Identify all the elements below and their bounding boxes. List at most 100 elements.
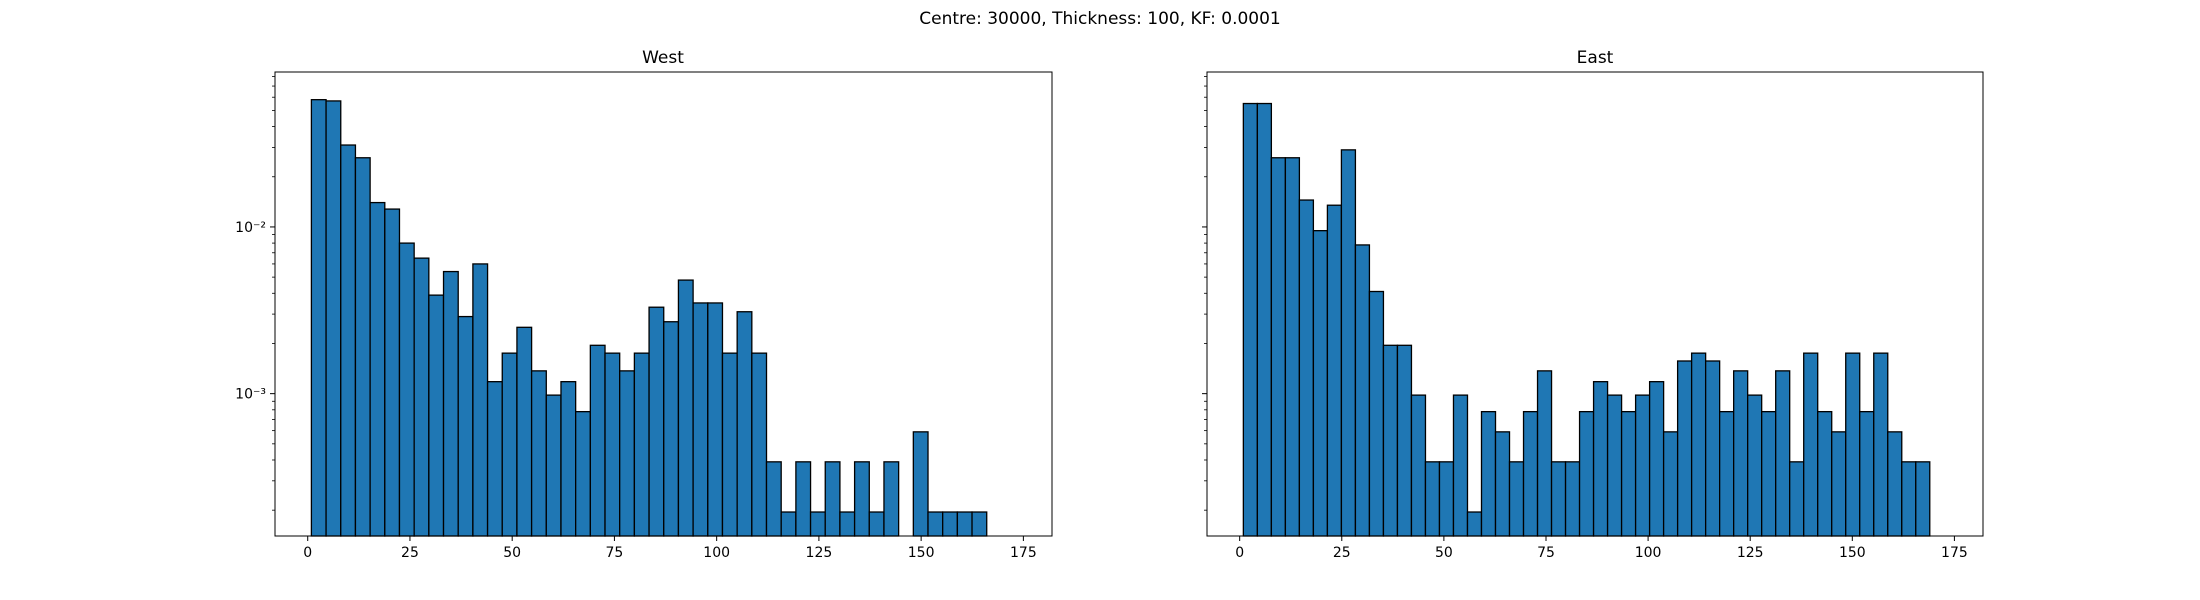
east-bar (1522, 410, 1539, 537)
west-bar (780, 511, 797, 537)
west-bars-group (310, 99, 988, 537)
west-bar (369, 201, 386, 537)
east-bar (1438, 461, 1455, 537)
west-bar (472, 263, 489, 537)
west-bar (604, 352, 621, 537)
west-x-tick-label: 150 (908, 545, 935, 561)
east-panel-title: East (1577, 48, 1614, 68)
east-bar (1242, 102, 1259, 537)
west-y-tick-label: 10⁻² (235, 220, 266, 236)
west-bar (442, 270, 459, 537)
west-bar (824, 461, 841, 537)
west-x-tick-label: 100 (703, 545, 730, 561)
west-y-tick-label: 10⁻³ (235, 387, 266, 403)
west-bar (853, 461, 870, 537)
west-bar (721, 352, 738, 537)
east-bar (1326, 204, 1343, 537)
east-bar (1494, 431, 1511, 537)
east-ticks-group: 0 25 50 75 100 125 150 175 (1202, 75, 1968, 561)
east-bar (1536, 370, 1553, 537)
west-x-tick-label: 25 (401, 545, 419, 561)
east-bars-group (1242, 102, 1931, 537)
east-axes-frame (1206, 71, 1984, 537)
east-bar (1676, 360, 1693, 537)
west-bar (839, 511, 856, 537)
west-bar (619, 370, 636, 537)
east-bar (1634, 394, 1651, 537)
west-bar (486, 381, 503, 537)
west-bar (809, 511, 826, 537)
east-bar (1340, 149, 1357, 537)
east-bar (1747, 394, 1763, 537)
east-x-tick-label: 100 (1635, 545, 1662, 561)
west-bar (707, 302, 724, 537)
east-x-tick-label: 0 (1235, 545, 1244, 561)
east-x-tick-label: 75 (1537, 545, 1555, 561)
west-bar (516, 326, 533, 537)
west-bar (663, 321, 680, 537)
east-bar (1620, 410, 1637, 537)
west-bar (927, 511, 944, 537)
west-panel-title: West (642, 48, 684, 68)
west-bar (971, 511, 988, 537)
east-bar (1761, 410, 1777, 537)
west-bar (560, 381, 577, 537)
east-bar (1803, 352, 1819, 537)
east-x-tick-label: 125 (1737, 545, 1764, 561)
east-bar (1256, 102, 1273, 537)
west-bar (501, 352, 518, 537)
east-bar (1887, 431, 1903, 537)
west-x-tick-label: 50 (503, 545, 521, 561)
east-bar (1831, 431, 1847, 537)
west-bar (325, 100, 342, 537)
east-bar (1564, 461, 1581, 537)
east-histogram-panel: East 0 25 50 75 100 125 150 175 (1202, 48, 1984, 561)
west-bar (575, 410, 591, 537)
east-bar (1382, 344, 1399, 537)
east-bar (1873, 352, 1889, 537)
east-bar (1424, 461, 1441, 537)
west-bar (457, 315, 474, 537)
east-bar (1915, 461, 1931, 537)
west-x-tick-label: 175 (1010, 545, 1037, 561)
east-bar (1606, 394, 1623, 537)
east-bar (1648, 381, 1665, 537)
east-bar (1508, 461, 1525, 537)
west-bar (310, 99, 327, 537)
east-bar (1550, 461, 1567, 537)
east-bar (1578, 410, 1595, 537)
east-bar (1901, 461, 1917, 537)
west-bar (795, 461, 812, 537)
east-bar (1719, 410, 1735, 537)
west-bar (648, 306, 665, 537)
west-bar (413, 257, 430, 537)
east-x-tick-label: 50 (1435, 545, 1453, 561)
east-bar (1368, 290, 1385, 537)
west-bar (589, 344, 606, 537)
west-bar (765, 461, 782, 537)
east-bar (1817, 410, 1833, 537)
east-bar (1466, 511, 1483, 537)
west-bar (883, 461, 900, 537)
west-bar (942, 511, 959, 537)
east-bar (1704, 360, 1721, 537)
figure-suptitle: Centre: 30000, Thickness: 100, KF: 0.000… (919, 9, 1281, 29)
west-bar (751, 352, 768, 537)
east-bar (1298, 199, 1315, 537)
east-bar (1452, 394, 1469, 537)
east-bar (1690, 352, 1707, 537)
west-axes-frame (274, 71, 1053, 537)
west-bar (956, 511, 973, 537)
west-x-tick-label: 75 (606, 545, 624, 561)
west-bar (677, 279, 694, 537)
east-x-tick-label: 175 (1941, 545, 1968, 561)
east-bar (1662, 431, 1679, 537)
west-bar (692, 302, 709, 537)
west-bar (912, 431, 929, 537)
west-x-tick-label: 0 (303, 545, 312, 561)
east-bar (1592, 381, 1609, 537)
east-bar (1845, 352, 1861, 537)
east-bar (1396, 344, 1413, 537)
east-x-tick-label: 150 (1839, 545, 1866, 561)
